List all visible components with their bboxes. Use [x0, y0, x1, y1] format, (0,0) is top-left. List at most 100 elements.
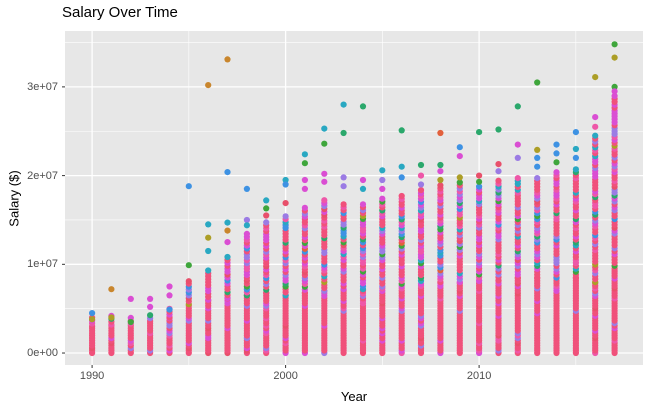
data-point — [514, 141, 521, 148]
data-point — [534, 79, 541, 86]
data-point — [108, 314, 115, 321]
data-point — [359, 176, 367, 184]
data-point — [263, 205, 270, 212]
data-point — [495, 161, 502, 168]
x-axis-title: Year — [340, 389, 368, 404]
data-point — [224, 169, 231, 176]
chart-title: Salary Over Time — [62, 4, 178, 21]
y-tick-label: 2e+07 — [27, 169, 58, 182]
data-point — [89, 316, 96, 323]
data-point — [166, 283, 173, 290]
data-point — [476, 129, 483, 136]
data-point — [476, 172, 483, 179]
data-point — [398, 127, 405, 134]
data-point — [89, 310, 96, 317]
data-point — [437, 129, 444, 137]
y-axis-title: Salary ($) — [6, 170, 22, 227]
year-column-2006 — [398, 127, 405, 357]
year-column-1996 — [205, 82, 212, 357]
data-point — [553, 169, 560, 176]
year-column-2005 — [379, 167, 386, 357]
data-point — [592, 114, 599, 121]
data-point — [476, 183, 483, 190]
data-point — [437, 168, 444, 175]
data-point — [321, 197, 328, 204]
year-column-2016 — [592, 74, 599, 357]
data-point — [456, 153, 463, 160]
year-column-2014 — [553, 141, 560, 357]
year-column-1992 — [127, 295, 134, 357]
data-point — [301, 176, 308, 184]
data-point — [243, 230, 250, 237]
data-point — [553, 159, 560, 166]
year-column-1993 — [147, 295, 154, 357]
data-point — [437, 182, 444, 189]
data-point — [224, 239, 231, 246]
data-point — [379, 185, 386, 192]
year-column-2007 — [417, 161, 425, 357]
data-point — [534, 146, 541, 153]
year-column-2004 — [359, 103, 367, 357]
x-tick-label: 2010 — [466, 370, 492, 382]
data-point — [611, 41, 618, 48]
data-point — [514, 175, 521, 182]
data-point — [108, 286, 115, 293]
year-column-2011 — [495, 126, 502, 357]
data-point — [340, 201, 347, 208]
year-column-2001 — [301, 151, 308, 357]
data-point — [282, 181, 289, 188]
data-point — [224, 219, 231, 226]
data-point — [398, 192, 405, 200]
data-point — [592, 123, 599, 130]
data-point — [321, 170, 328, 177]
data-point — [321, 140, 328, 147]
data-point — [166, 292, 173, 299]
data-point — [224, 56, 231, 63]
data-point — [417, 181, 425, 188]
data-point — [243, 216, 250, 224]
data-point — [611, 83, 618, 90]
data-point — [534, 175, 541, 182]
data-point — [263, 197, 270, 204]
data-point — [147, 295, 154, 302]
y-tick-label: 0e+00 — [27, 347, 58, 360]
data-point — [301, 185, 308, 192]
data-point — [398, 163, 405, 170]
data-point — [379, 167, 386, 174]
data-point — [592, 132, 599, 139]
data-point — [456, 144, 463, 151]
data-point — [495, 177, 502, 184]
data-point — [301, 204, 308, 211]
data-point — [205, 247, 212, 255]
year-column-1991 — [108, 286, 115, 357]
data-point — [437, 161, 444, 169]
data-point — [611, 92, 618, 100]
year-column-1999 — [263, 197, 270, 357]
data-point — [340, 183, 347, 190]
data-point — [456, 174, 463, 181]
data-point — [127, 318, 134, 326]
data-point — [185, 262, 192, 269]
year-column-2017 — [611, 41, 618, 357]
data-point — [534, 163, 541, 170]
data-point — [495, 168, 502, 175]
data-point — [224, 227, 231, 234]
data-point — [185, 278, 192, 285]
data-point — [263, 212, 270, 219]
year-column-1997 — [224, 56, 231, 357]
year-column-1995 — [185, 183, 192, 357]
data-point — [301, 151, 308, 158]
data-point — [572, 166, 580, 173]
data-point — [282, 213, 289, 220]
year-column-2010 — [476, 129, 483, 357]
data-point — [417, 161, 425, 169]
year-column-2013 — [534, 79, 541, 357]
data-point — [359, 103, 367, 110]
data-point — [572, 129, 580, 136]
data-point — [147, 312, 154, 319]
data-point — [359, 201, 367, 208]
data-point — [301, 160, 308, 167]
data-point — [514, 154, 521, 161]
data-point — [553, 150, 560, 157]
